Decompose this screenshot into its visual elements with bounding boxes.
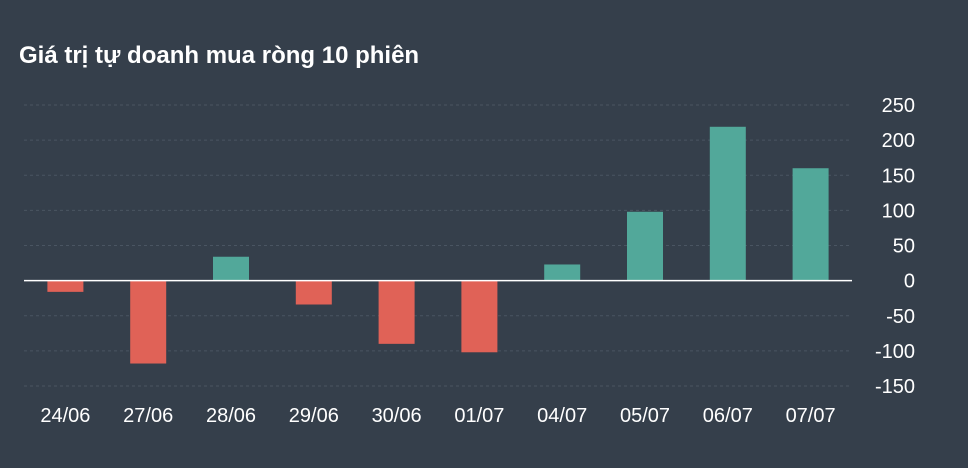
y-tick-label: 50 <box>893 236 915 258</box>
bars <box>47 126 829 364</box>
y-tick-label: 150 <box>882 165 915 187</box>
bar-30-06[interactable] <box>378 280 415 344</box>
chart-title: Giá trị tự doanh mua ròng 10 phiên <box>19 42 420 69</box>
bar-07-07[interactable] <box>792 168 829 281</box>
bar-04-07[interactable] <box>544 264 581 281</box>
grid-lines <box>24 104 852 387</box>
y-tick-label: 100 <box>882 200 915 222</box>
x-tick-label: 07/07 <box>786 405 836 427</box>
x-tick-label: 28/06 <box>206 405 256 427</box>
x-tick-label: 05/07 <box>620 405 670 427</box>
bar-01-07[interactable] <box>461 280 498 353</box>
y-tick-label: -150 <box>875 376 915 398</box>
y-tick-label: 0 <box>904 271 915 293</box>
y-tick-label: 200 <box>882 130 915 152</box>
x-tick-label: 29/06 <box>289 405 339 427</box>
x-tick-label: 27/06 <box>123 405 173 427</box>
bar-29-06[interactable] <box>295 280 332 305</box>
x-tick-label: 06/07 <box>703 405 753 427</box>
bar-28-06[interactable] <box>213 256 249 281</box>
x-axis: 24/06 27/06 28/06 29/06 30/06 01/07 04/07 05/07… <box>40 405 835 427</box>
y-tick-label: -100 <box>875 341 915 363</box>
y-tick-label: -50 <box>886 306 915 328</box>
y-axis: 250 200 150 100 50 0 -50 -100 -150 <box>875 95 915 398</box>
bar-05-07[interactable] <box>627 211 663 281</box>
bar-24-06[interactable] <box>47 280 84 292</box>
x-tick-label: 01/07 <box>454 405 504 427</box>
bar-27-06[interactable] <box>130 280 167 364</box>
x-tick-label: 24/06 <box>40 405 90 427</box>
bar-06-07[interactable] <box>709 126 746 281</box>
y-tick-label: 250 <box>882 95 915 117</box>
x-tick-label: 30/06 <box>372 405 422 427</box>
x-tick-label: 04/07 <box>537 405 587 427</box>
